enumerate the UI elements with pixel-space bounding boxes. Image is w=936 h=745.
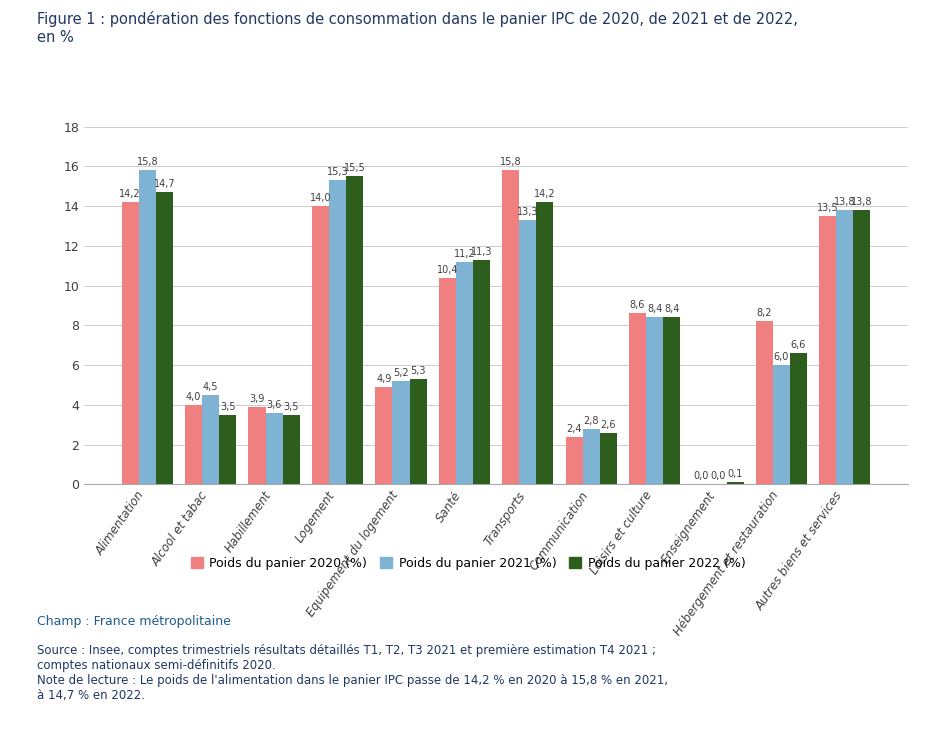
Bar <box>410 379 427 484</box>
Bar <box>773 365 790 484</box>
Bar <box>375 387 392 484</box>
Text: 13,5: 13,5 <box>817 203 839 213</box>
Bar <box>248 407 266 484</box>
Text: 14,0: 14,0 <box>310 193 331 203</box>
Text: 8,6: 8,6 <box>630 300 645 311</box>
Text: 8,4: 8,4 <box>647 305 663 314</box>
Legend: Poids du panier 2020 (%), Poids du panier 2021 (%), Poids du panier 2022 (%): Poids du panier 2020 (%), Poids du panie… <box>185 552 751 575</box>
Bar <box>219 415 237 484</box>
Text: 2,8: 2,8 <box>583 416 599 425</box>
Text: 15,8: 15,8 <box>500 157 521 168</box>
Text: 0,1: 0,1 <box>727 469 743 479</box>
Bar <box>456 261 473 484</box>
Bar <box>266 413 283 484</box>
Text: 14,2: 14,2 <box>534 189 556 199</box>
Text: 3,5: 3,5 <box>284 402 299 412</box>
Text: 13,8: 13,8 <box>851 197 872 207</box>
Bar <box>202 395 219 484</box>
Bar <box>156 192 173 484</box>
Text: 3,9: 3,9 <box>249 394 265 404</box>
Text: 6,6: 6,6 <box>791 340 806 350</box>
Text: Champ : France métropolitaine: Champ : France métropolitaine <box>37 615 231 627</box>
Bar <box>629 314 646 484</box>
Text: 14,7: 14,7 <box>154 180 175 189</box>
Bar <box>392 381 410 484</box>
Bar <box>726 482 744 484</box>
Text: en %: en % <box>37 30 74 45</box>
Text: 10,4: 10,4 <box>436 264 458 275</box>
Bar <box>663 317 680 484</box>
Text: 15,8: 15,8 <box>137 157 158 168</box>
Text: 0,0: 0,0 <box>710 472 725 481</box>
Text: 15,3: 15,3 <box>327 168 348 177</box>
Text: 5,2: 5,2 <box>393 368 409 378</box>
Bar <box>819 216 836 484</box>
Text: 11,3: 11,3 <box>471 247 492 257</box>
Bar <box>646 317 663 484</box>
Bar <box>836 210 854 484</box>
Text: 2,6: 2,6 <box>601 419 616 430</box>
Text: 4,5: 4,5 <box>203 382 218 392</box>
Text: Figure 1 : pondération des fonctions de consommation dans le panier IPC de 2020,: Figure 1 : pondération des fonctions de … <box>37 11 798 27</box>
Bar <box>439 278 456 484</box>
Text: 8,2: 8,2 <box>756 308 772 318</box>
Text: 2,4: 2,4 <box>566 424 582 434</box>
Bar <box>139 171 156 484</box>
Bar <box>283 415 300 484</box>
Bar <box>600 433 617 484</box>
Bar <box>473 260 490 484</box>
Text: 4,0: 4,0 <box>186 392 201 402</box>
Text: 15,5: 15,5 <box>344 163 366 174</box>
Text: 8,4: 8,4 <box>664 305 680 314</box>
Bar <box>565 437 582 484</box>
Bar <box>122 202 139 484</box>
Text: 4,9: 4,9 <box>376 374 391 384</box>
Text: 3,5: 3,5 <box>220 402 236 412</box>
Text: 13,8: 13,8 <box>834 197 856 207</box>
Bar <box>346 177 363 484</box>
Text: 6,0: 6,0 <box>774 352 789 362</box>
Bar <box>329 180 346 484</box>
Bar <box>755 321 773 484</box>
Text: 13,3: 13,3 <box>517 207 538 217</box>
Bar <box>185 405 202 484</box>
Text: 11,2: 11,2 <box>454 249 475 259</box>
Bar <box>854 210 870 484</box>
Bar <box>582 428 600 484</box>
Bar <box>312 206 329 484</box>
Text: 0,0: 0,0 <box>694 472 709 481</box>
Bar <box>502 171 519 484</box>
Text: 5,3: 5,3 <box>410 366 426 376</box>
Text: 14,2: 14,2 <box>120 189 141 199</box>
Text: 3,6: 3,6 <box>267 400 282 410</box>
Bar <box>536 202 553 484</box>
Bar <box>790 353 807 484</box>
Text: Source : Insee, comptes trimestriels résultats détaillés T1, T2, T3 2021 et prem: Source : Insee, comptes trimestriels rés… <box>37 644 668 703</box>
Bar <box>519 220 536 484</box>
